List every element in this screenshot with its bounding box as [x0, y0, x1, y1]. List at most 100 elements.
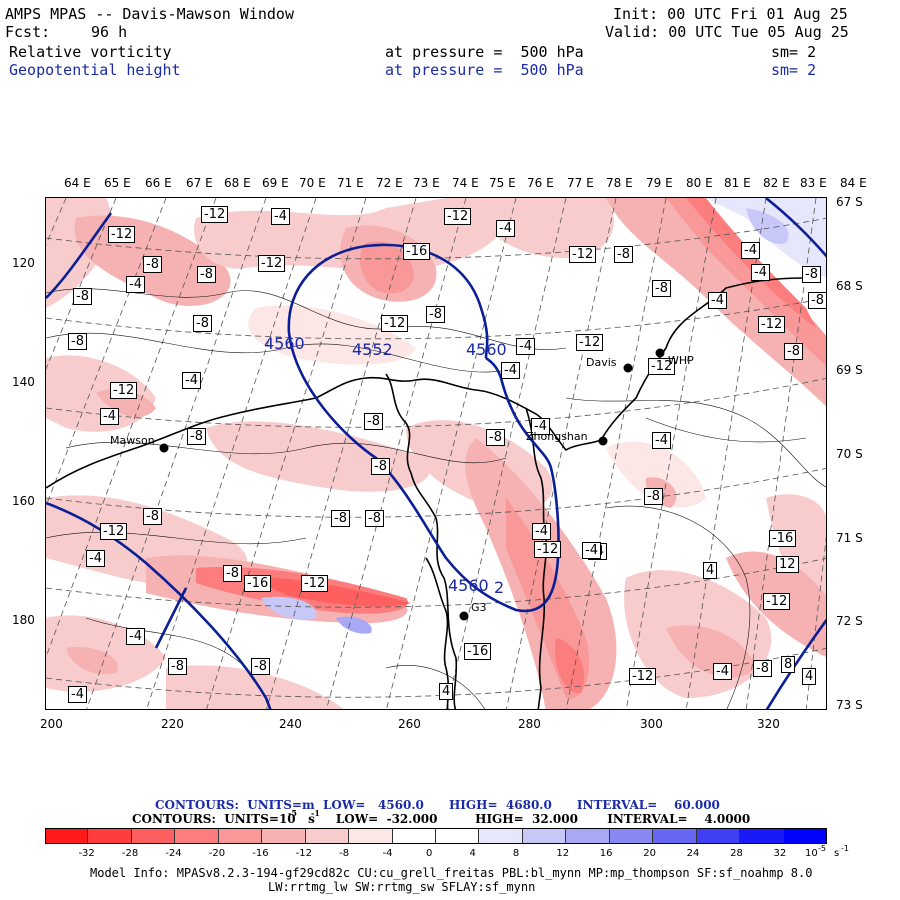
- vorticity-contour-label: -4: [652, 432, 671, 449]
- vorticity-contour-label: -4: [582, 542, 601, 559]
- vorticity-contour-label: -8: [802, 266, 821, 283]
- height-contour-label: 4560: [448, 576, 489, 595]
- vorticity-contour-label: -8: [371, 458, 390, 475]
- vorticity-contour-label: -12: [576, 334, 604, 351]
- right-axis-label: 67 S: [836, 195, 863, 209]
- bottom-axis-label: 280: [518, 717, 541, 731]
- map-canvas: [46, 198, 826, 709]
- vorticity-contour-label: -16: [244, 575, 272, 592]
- station-label: Davis: [586, 356, 617, 369]
- colorbar-swatch: [262, 828, 306, 844]
- vorticity-contour-label: 4: [802, 668, 817, 685]
- top-axis-label: 82 E: [763, 176, 790, 190]
- top-axis-label: 71 E: [337, 176, 364, 190]
- init-time: Init: 00 UTC Fri 01 Aug 25: [613, 5, 848, 23]
- vorticity-contour-label: -4: [708, 292, 727, 309]
- colorbar-tick-label: -28: [121, 848, 139, 859]
- right-axis-label: 70 S: [836, 447, 863, 461]
- vorticity-contours: [46, 288, 826, 709]
- colorbar-swatch: [218, 828, 263, 844]
- vorticity-contour-label: -8: [364, 413, 383, 430]
- top-axis-label: 80 E: [686, 176, 713, 190]
- colorbar-unit-s-exponent: -1: [841, 844, 849, 853]
- vorticity-contour-label: -12: [444, 208, 472, 225]
- colorbar-tick-label: 4: [469, 848, 476, 859]
- top-axis-label: 72 E: [376, 176, 403, 190]
- top-axis-label: 77 E: [567, 176, 594, 190]
- colorbar-tick-label: -16: [252, 848, 269, 859]
- field2-smoothing: sm= 2: [771, 61, 817, 79]
- top-axis-label: 78 E: [606, 176, 633, 190]
- colorbar-tick-label: -24: [165, 848, 182, 859]
- left-axis-label: 180: [12, 613, 35, 627]
- colorbar-unit: 10: [805, 848, 818, 859]
- colorbar-frame: [45, 828, 827, 844]
- vorticity-contour-label: -4: [86, 550, 105, 567]
- left-axis-label: 120: [12, 256, 35, 270]
- vorticity-contour-label: -8: [753, 660, 772, 677]
- vorticity-contour-label: -12: [108, 226, 136, 243]
- vorticity-height-map[interactable]: -12 -4 -12 -4 -12 -8 -12 -12 -8 -8 -8 -8 -8 -12 -8 -8 -1…: [45, 197, 827, 710]
- colorbar-swatch: [131, 828, 176, 844]
- forecast-hour: 96 h: [91, 23, 128, 41]
- model-info-line2: LW:rrtmg_lw SW:rrtmg_sw SFLAY:sf_mynn: [268, 880, 536, 894]
- vorticity-contour-label: -12: [258, 255, 286, 272]
- right-axis-label: 72 S: [836, 614, 863, 628]
- right-axis-label: 71 S: [836, 531, 863, 545]
- vorticity-contour-label: -8: [73, 288, 92, 305]
- colorbar-swatch: [696, 828, 741, 844]
- colorbar-swatch: [653, 828, 697, 844]
- colorbar-tick-label: 20: [643, 848, 656, 859]
- vorticity-contour-label: -12: [629, 668, 657, 685]
- colorbar-tick-label: -8: [339, 848, 350, 859]
- colorbar-swatch: [305, 828, 350, 844]
- vorticity-contour-label: -8: [426, 306, 445, 323]
- plot-title: AMPS MPAS -- Davis-Mawson Window: [5, 5, 294, 23]
- vorticity-contour-label: -4: [271, 208, 290, 225]
- vorticity-contour-label: -4: [182, 372, 201, 389]
- colorbar-swatch: [392, 828, 436, 844]
- height-contours: [46, 198, 826, 709]
- colorbar-tick-label: 24: [686, 848, 700, 859]
- vorticity-contour-label: -16: [403, 243, 431, 260]
- vorticity-contour-label: 8: [781, 656, 796, 673]
- colorbar-tick-label: -32: [78, 848, 95, 859]
- station-label: WHP: [668, 354, 694, 367]
- coastline: [46, 277, 807, 709]
- field2-level: at pressure = 500 hPa: [385, 61, 584, 79]
- vorticity-contour-label: -8: [187, 428, 206, 445]
- vorticity-contour-label: -4: [496, 220, 515, 237]
- vorticity-contour-label: -4: [751, 264, 770, 281]
- vorticity-contour-label: -8: [223, 565, 242, 582]
- station-label: Mawson: [110, 434, 155, 447]
- vorticity-contour-label: -4: [531, 418, 550, 435]
- height-contour-label: 4552: [352, 340, 393, 359]
- colorbar-unit-exponent: -5: [818, 844, 826, 853]
- vorticity-contour-label: -8: [197, 266, 216, 283]
- vorticity-contour-label: -8: [365, 510, 384, 527]
- top-axis-label: 83 E: [800, 176, 827, 190]
- vorticity-contour-label: -16: [769, 530, 797, 547]
- vorticity-contour-label: -8: [614, 246, 633, 263]
- top-axis-label: 68 E: [224, 176, 251, 190]
- left-axis-label: 160: [12, 494, 35, 508]
- height-contour-label: 4560: [466, 340, 507, 359]
- colorbar-tick-label: 16: [599, 848, 613, 859]
- vorticity-contour-info: CONTOURS: UNITS=10 s LOW= -32.000 HIGH= …: [132, 812, 751, 826]
- vorticity-contour-label: -4: [100, 408, 119, 425]
- colorbar-tick-label: 12: [556, 848, 570, 859]
- bottom-axis-label: 320: [757, 717, 780, 731]
- vorticity-contour-label: 4: [703, 562, 718, 579]
- vorticity-contour-label: -8: [784, 343, 803, 360]
- top-axis-label: 70 E: [299, 176, 326, 190]
- field1-level: at pressure = 500 hPa: [385, 43, 584, 61]
- colorbar-swatch: [740, 828, 784, 844]
- valid-time: Valid: 00 UTC Tue 05 Aug 25: [605, 23, 849, 41]
- vorticity-contour-label: -8: [331, 510, 350, 527]
- top-axis-label: 74 E: [452, 176, 479, 190]
- vorticity-contour-label: -12: [110, 382, 138, 399]
- colorbar-tick-label: 0: [426, 848, 433, 859]
- vorticity-contour-label: -12: [381, 315, 409, 332]
- vorticity-contour-label: -4: [126, 276, 145, 293]
- vorticity-contour-label: -4: [713, 663, 732, 680]
